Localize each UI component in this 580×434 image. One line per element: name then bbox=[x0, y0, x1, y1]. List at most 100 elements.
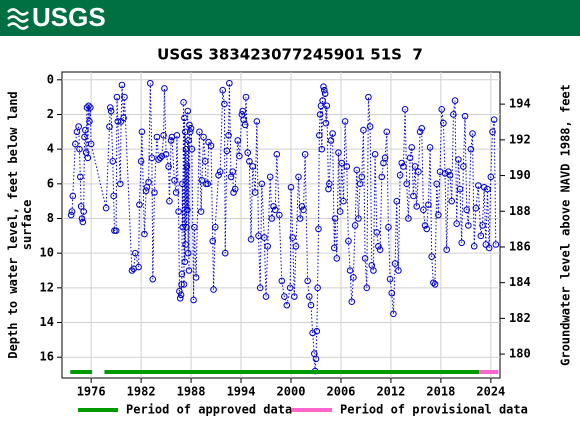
data-point bbox=[273, 151, 281, 158]
data-point bbox=[463, 206, 470, 214]
data-point bbox=[350, 274, 357, 281]
data-point bbox=[431, 281, 439, 288]
data-point bbox=[120, 114, 127, 122]
data-point bbox=[365, 93, 372, 101]
y-tick-label: 12 bbox=[40, 280, 54, 294]
data-point bbox=[172, 189, 180, 196]
period-bar bbox=[479, 370, 499, 374]
data-point bbox=[230, 189, 237, 196]
data-point bbox=[87, 140, 95, 148]
y-axis-label-line: surface bbox=[20, 200, 34, 251]
data-point bbox=[148, 154, 156, 162]
data-point bbox=[196, 128, 203, 136]
data-point bbox=[295, 173, 302, 181]
data-point bbox=[180, 99, 187, 106]
data-point bbox=[472, 204, 480, 212]
data-point bbox=[197, 208, 205, 215]
data-point bbox=[312, 355, 320, 363]
data-point bbox=[82, 126, 89, 134]
data-point bbox=[242, 93, 250, 101]
data-point bbox=[184, 107, 192, 115]
x-tick-label: 2000 bbox=[277, 385, 306, 399]
data-point bbox=[411, 163, 419, 170]
data-point bbox=[253, 118, 261, 125]
data-point bbox=[216, 168, 224, 175]
data-point bbox=[137, 157, 145, 165]
data-point bbox=[482, 241, 490, 248]
data-point bbox=[378, 173, 386, 181]
data-point bbox=[173, 131, 181, 139]
data-point bbox=[149, 275, 157, 283]
data-point bbox=[102, 204, 110, 212]
data-point bbox=[136, 201, 143, 208]
data-point bbox=[249, 163, 256, 170]
legend-swatch bbox=[78, 408, 118, 412]
data-point bbox=[278, 277, 286, 285]
data-point bbox=[433, 180, 441, 188]
data-point bbox=[316, 111, 324, 118]
data-point bbox=[221, 100, 228, 108]
data-point bbox=[327, 137, 335, 144]
data-point bbox=[128, 267, 136, 274]
data-point bbox=[121, 93, 128, 101]
data-point bbox=[477, 232, 485, 240]
data-point bbox=[467, 145, 475, 153]
data-point bbox=[181, 114, 188, 122]
period-bar bbox=[70, 370, 92, 374]
data-point bbox=[460, 163, 467, 170]
data-point bbox=[410, 192, 417, 200]
data-point bbox=[184, 206, 191, 214]
data-point bbox=[116, 180, 124, 188]
data-point bbox=[455, 156, 462, 163]
data-point bbox=[421, 222, 429, 229]
data-point bbox=[77, 203, 85, 210]
data-point bbox=[456, 185, 464, 193]
data-point bbox=[319, 97, 326, 104]
data-point bbox=[155, 156, 162, 163]
x-tick-label: 1994 bbox=[227, 385, 256, 399]
data-point bbox=[69, 192, 77, 200]
data-point bbox=[112, 227, 120, 234]
data-point bbox=[325, 180, 333, 188]
data-point bbox=[306, 293, 313, 300]
data-point bbox=[428, 253, 436, 260]
legend-label: Period of approved data bbox=[126, 403, 292, 417]
data-point bbox=[175, 208, 182, 215]
data-point bbox=[244, 149, 251, 156]
data-point bbox=[320, 83, 327, 91]
data-point bbox=[162, 151, 170, 158]
data-point bbox=[423, 225, 431, 233]
data-point bbox=[430, 279, 437, 286]
data-point bbox=[166, 197, 173, 205]
y2-tick-label: 186 bbox=[509, 239, 531, 253]
data-point bbox=[490, 116, 498, 123]
data-point bbox=[181, 128, 189, 136]
data-point bbox=[390, 310, 397, 318]
data-point bbox=[388, 289, 396, 297]
data-point bbox=[321, 86, 328, 94]
data-point bbox=[185, 267, 193, 274]
data-point bbox=[79, 218, 87, 226]
data-point bbox=[247, 236, 255, 243]
data-point bbox=[113, 93, 121, 101]
data-point bbox=[408, 144, 416, 151]
logo-waves bbox=[7, 8, 29, 30]
data-point bbox=[356, 180, 364, 188]
data-point bbox=[396, 171, 404, 179]
data-point bbox=[363, 284, 371, 292]
x-tick-label: 2012 bbox=[376, 385, 405, 399]
data-point bbox=[191, 223, 198, 231]
data-point bbox=[198, 177, 206, 184]
y-tick-label: 8 bbox=[47, 211, 54, 225]
data-point bbox=[479, 222, 486, 229]
y-tick-label: 0 bbox=[47, 72, 54, 86]
data-point bbox=[72, 140, 79, 148]
data-point bbox=[395, 267, 402, 274]
data-point bbox=[221, 249, 229, 257]
x-tick-label: 2018 bbox=[426, 385, 455, 399]
x-tick-label: 1976 bbox=[77, 385, 106, 399]
data-point bbox=[475, 182, 482, 189]
data-point bbox=[138, 128, 146, 136]
data-point bbox=[286, 284, 294, 292]
data-point bbox=[178, 270, 186, 278]
